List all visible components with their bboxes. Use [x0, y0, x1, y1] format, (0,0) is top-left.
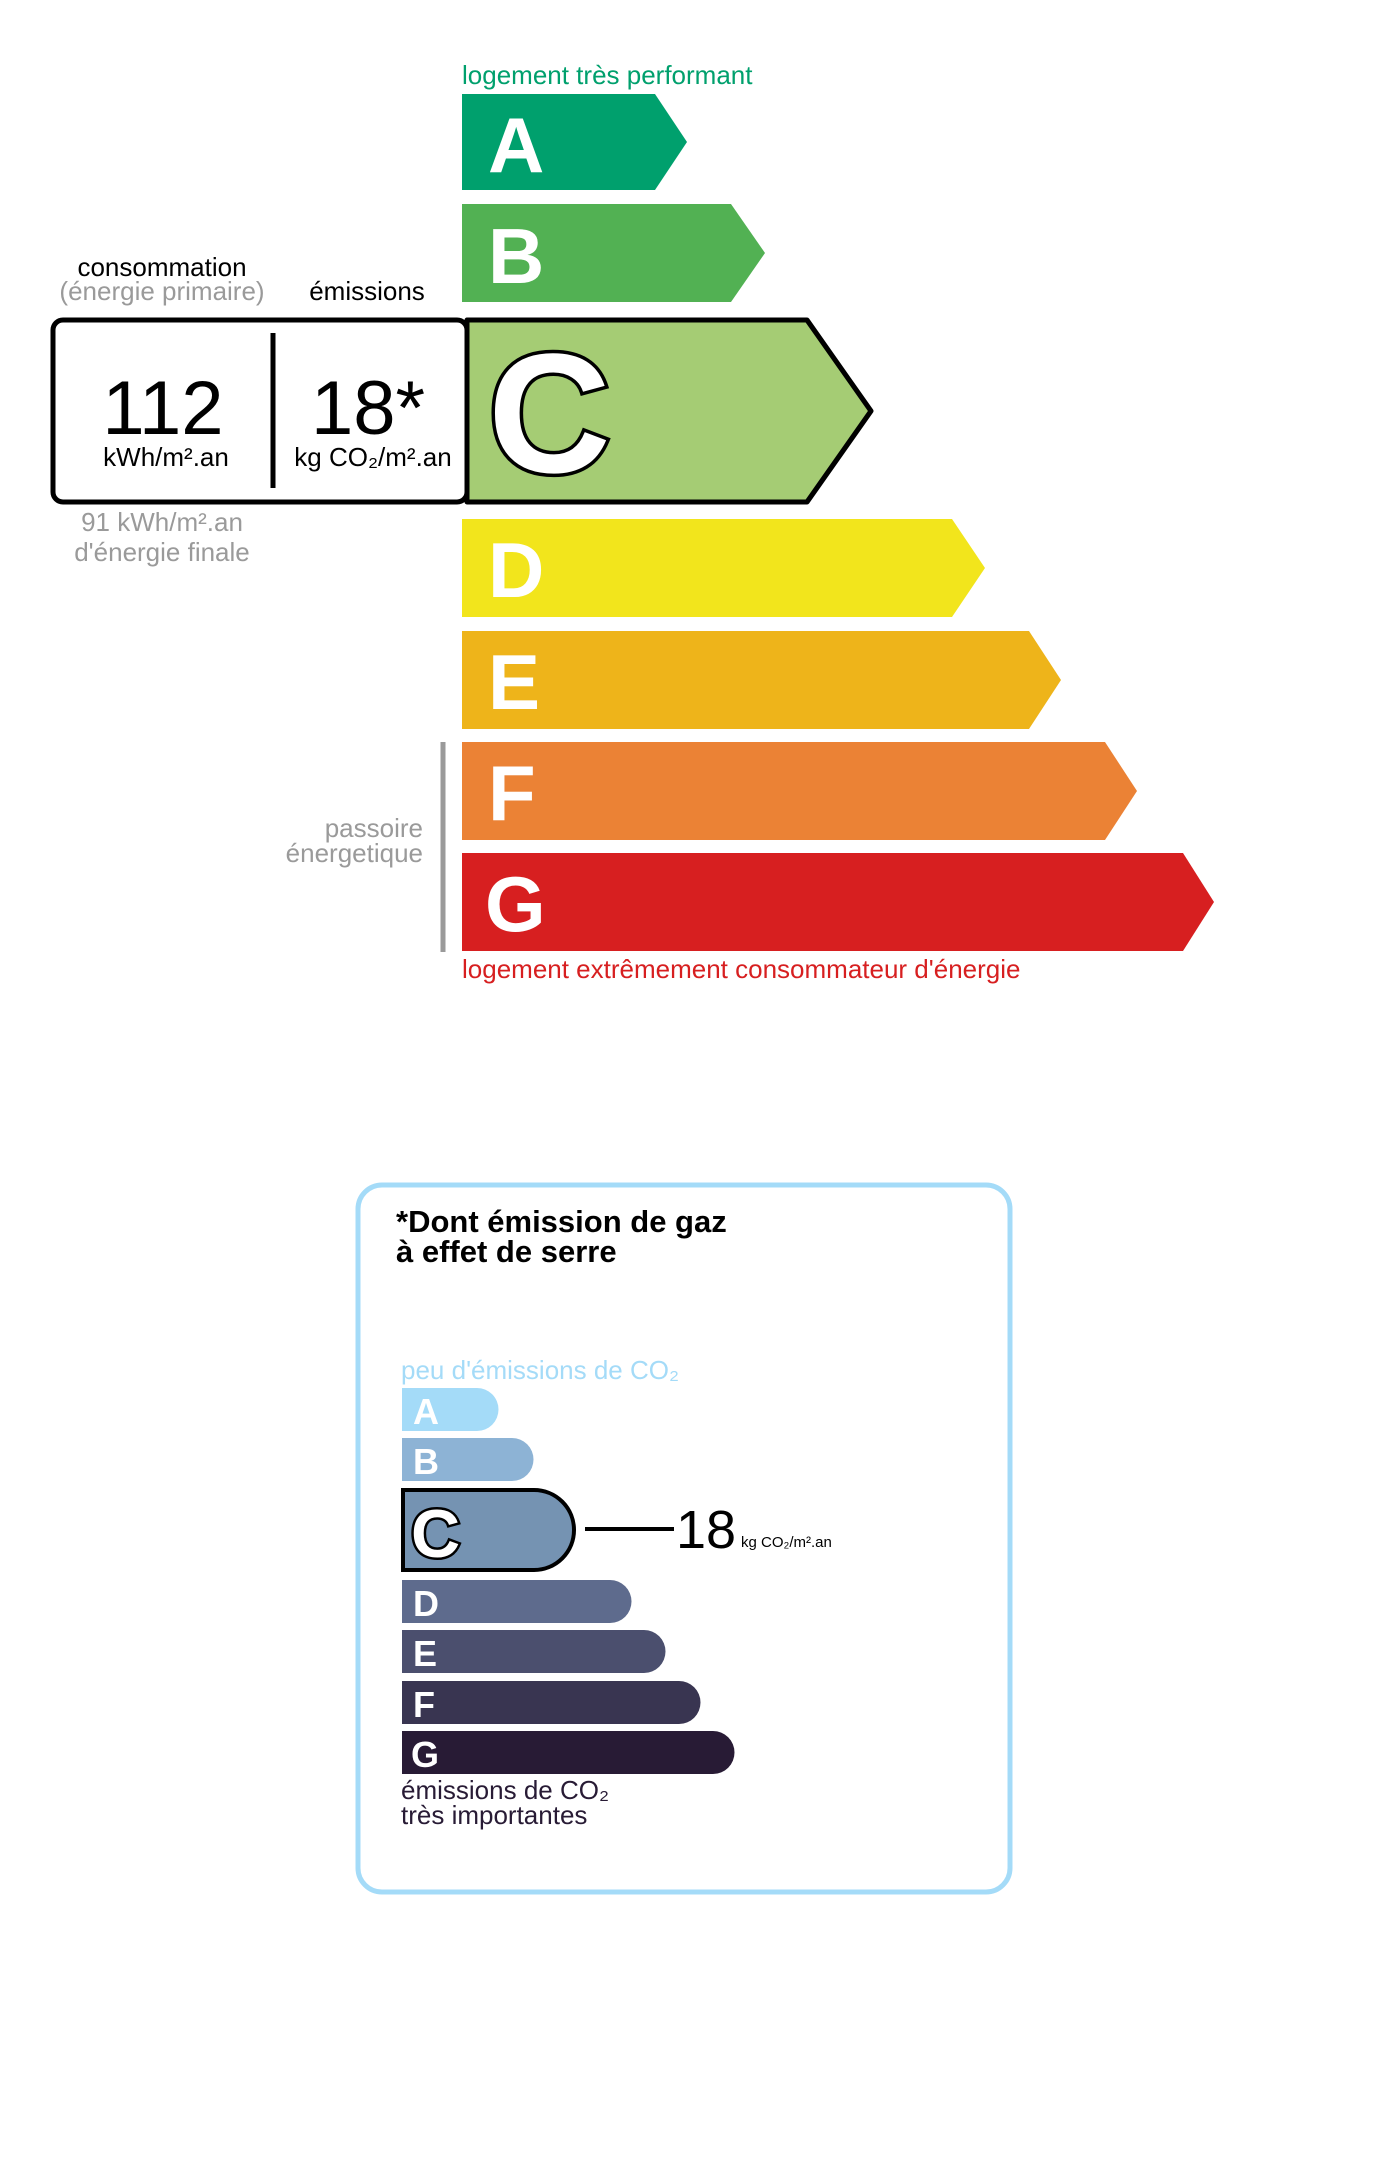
ges-bottom-label-2: très importantes	[401, 1800, 587, 1830]
energy-bar-b	[462, 204, 765, 302]
ges-value: 18	[676, 1500, 736, 1560]
ges-bar-c	[401, 1488, 576, 1572]
consumption-value: 112	[102, 366, 223, 451]
energy-bar-c	[464, 317, 874, 505]
emissions-unit: kg CO₂/m².an	[294, 442, 451, 472]
consumption-sublabel: (énergie primaire)	[59, 276, 264, 306]
energy-letter-a: A	[488, 101, 544, 189]
emissions-label: émissions	[309, 276, 425, 306]
ges-letter-e: E	[413, 1633, 437, 1674]
final-energy-value: 91 kWh/m².an	[81, 507, 243, 537]
final-energy-label: d'énergie finale	[74, 537, 250, 567]
energy-letter-f: F	[488, 749, 536, 837]
ges-bar-b	[402, 1438, 534, 1481]
consumption-label: consommation	[77, 252, 246, 282]
energy-letter-d: D	[488, 526, 544, 614]
ges-top-label: peu d'émissions de CO₂	[401, 1355, 679, 1385]
ges-letter-c: C	[411, 1496, 460, 1572]
consumption-unit: kWh/m².an	[103, 442, 229, 472]
energy-bar-e	[462, 631, 1061, 729]
energy-bar-d	[462, 519, 985, 617]
ges-bottom-label-1: émissions de CO₂	[401, 1775, 609, 1805]
emissions-value: 18*	[311, 366, 425, 451]
ges-unit: kg CO₂/m².an	[741, 1534, 832, 1551]
energy-letter-c: C	[488, 319, 611, 509]
energy-letter-g: G	[485, 860, 546, 948]
energy-letter-b: B	[488, 212, 544, 300]
energy-top-label: logement très performant	[462, 60, 753, 90]
passoire-label-1: passoire	[325, 813, 423, 843]
ges-letter-g: G	[411, 1734, 439, 1775]
ges-bar-d	[402, 1580, 632, 1623]
ges-bar-g	[402, 1731, 735, 1774]
energy-bar-a	[462, 94, 687, 190]
energy-bottom-label: logement extrêmement consommateur d'éner…	[462, 954, 1020, 984]
ges-letter-f: F	[413, 1684, 435, 1725]
passoire-label-2: énergetique	[286, 838, 423, 868]
ges-bar-f	[402, 1681, 701, 1724]
ges-title-1: *Dont émission de gaz	[396, 1204, 727, 1239]
ges-letter-d: D	[413, 1583, 439, 1624]
ges-letter-a: A	[413, 1391, 439, 1432]
energy-bar-g	[462, 853, 1214, 951]
ges-bar-a	[402, 1387, 499, 1431]
energy-bar-f	[462, 742, 1137, 840]
ges-letter-b: B	[413, 1441, 439, 1482]
ges-bar-e	[402, 1630, 666, 1673]
energy-letter-e: E	[488, 638, 540, 726]
ges-title-2: à effet de serre	[396, 1234, 617, 1269]
